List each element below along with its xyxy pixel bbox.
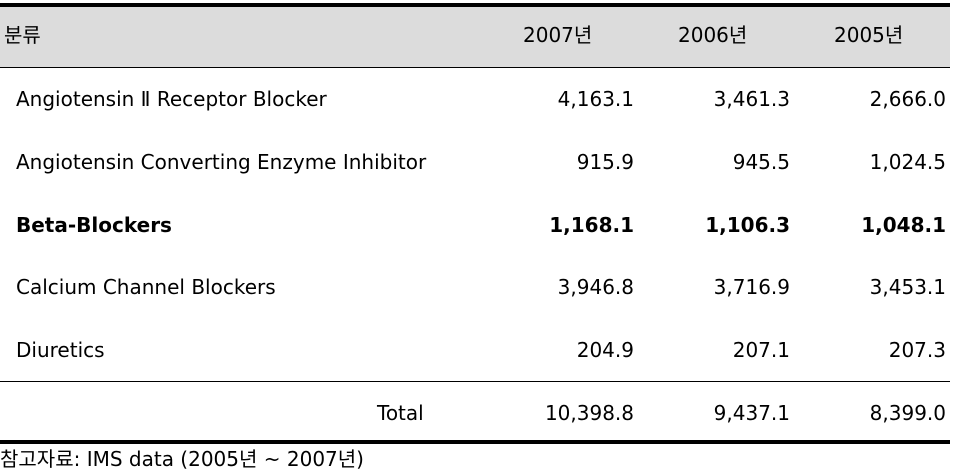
cell-value: 1,106.3 [705, 213, 790, 237]
cell-value: 915.9 [576, 150, 634, 174]
total-label: Total [377, 401, 424, 425]
total-value: 9,437.1 [713, 401, 790, 425]
total-value: 10,398.8 [544, 401, 634, 425]
header-row [0, 7, 950, 67]
cell-value: 3,946.8 [557, 275, 634, 299]
cell-value: 4,163.1 [557, 87, 634, 111]
header-year-2006: 2006년 [678, 23, 748, 47]
header-year-2007: 2007년 [523, 23, 593, 47]
total-value: 8,399.0 [869, 401, 946, 425]
cell-value: 207.3 [888, 338, 946, 362]
cell-value: 3,453.1 [869, 275, 946, 299]
total-divider [0, 381, 950, 382]
header-year-2005: 2005년 [834, 23, 904, 47]
header-divider [0, 67, 950, 68]
row-label: Angiotensin Converting Enzyme Inhibitor [16, 150, 427, 174]
bottom-rule [0, 440, 950, 444]
cell-value: 3,716.9 [713, 275, 790, 299]
source-note: 참고자료: IMS data (2005년 ~ 2007년) [0, 447, 364, 471]
row-label: Angiotensin Ⅱ Receptor Blocker [16, 87, 327, 111]
cell-value: 204.9 [576, 338, 634, 362]
cell-value: 1,024.5 [869, 150, 946, 174]
row-label: Beta-Blockers [16, 213, 172, 237]
row-label: Diuretics [16, 338, 105, 362]
cell-value: 2,666.0 [869, 87, 946, 111]
cell-value: 945.5 [732, 150, 790, 174]
row-label: Calcium Channel Blockers [16, 275, 276, 299]
cell-value: 3,461.3 [713, 87, 790, 111]
cell-value: 1,048.1 [861, 213, 946, 237]
header-category: 분류 [4, 23, 41, 47]
cell-value: 1,168.1 [549, 213, 634, 237]
cell-value: 207.1 [732, 338, 790, 362]
top-rule [0, 3, 950, 7]
